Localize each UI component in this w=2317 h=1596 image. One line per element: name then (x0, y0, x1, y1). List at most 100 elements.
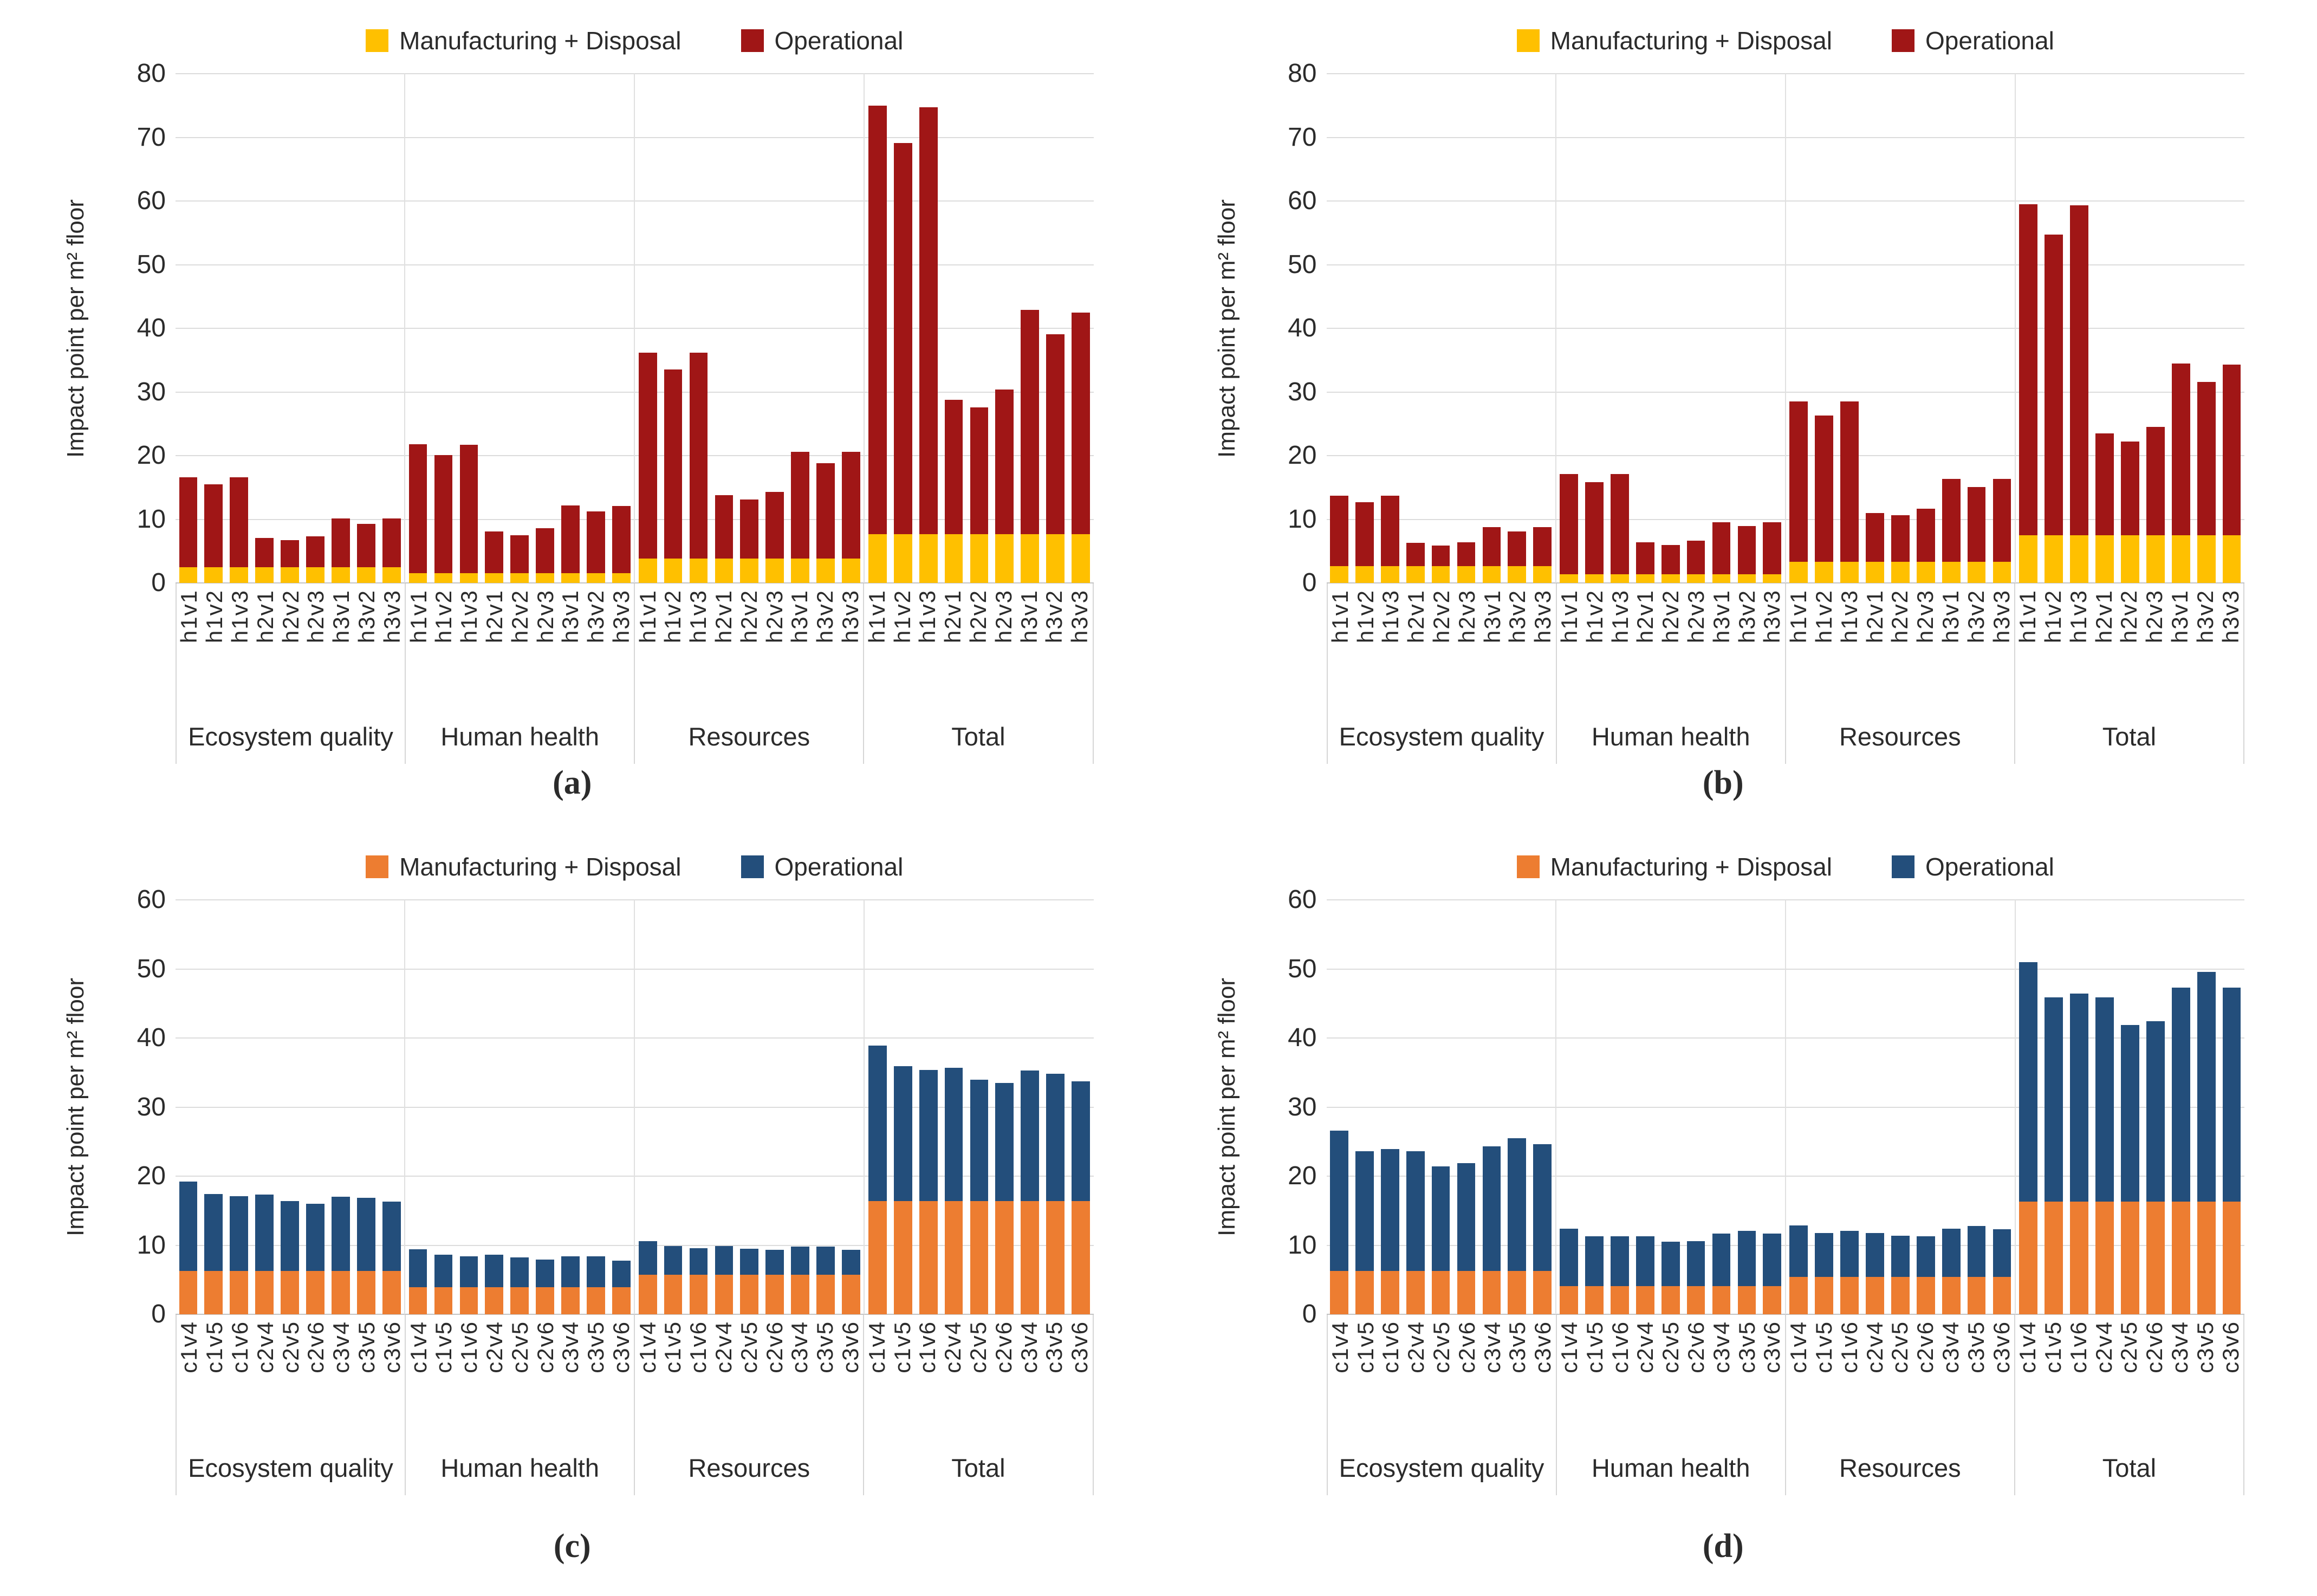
segment-manufacturing-disposal (1916, 1277, 1935, 1314)
segment-operational (1021, 1070, 1040, 1201)
segment-operational (281, 1201, 299, 1271)
segment-operational (2197, 971, 2216, 1202)
x-label-slot: h1v2 (2040, 583, 2066, 712)
x-label-slot: c2v4 (1632, 1314, 1658, 1443)
x-tick-label: h1v2 (889, 589, 915, 644)
segment-operational (2222, 364, 2241, 535)
segment-operational (1916, 508, 1935, 562)
x-tick-label: h1v3 (2065, 589, 2091, 644)
stacked-bar-c2v5 (740, 1248, 759, 1314)
x-label-slot: h3v3 (1530, 583, 1556, 712)
segment-manufacturing-disposal (2171, 535, 2190, 583)
group-label: Total (2015, 1443, 2244, 1495)
segment-manufacturing-disposal (1916, 562, 1935, 583)
segment-operational (664, 369, 683, 559)
bar-slot (608, 74, 634, 583)
bar-slot (1327, 900, 1352, 1314)
y-tick-label: 40 (137, 1023, 166, 1052)
segment-operational (1866, 512, 1884, 562)
bar-slot (2219, 74, 2244, 583)
segment-operational (791, 451, 810, 559)
segment-operational (1046, 1074, 1065, 1201)
bar-slot (456, 900, 482, 1314)
segment-manufacturing-disposal (715, 1275, 734, 1314)
stacked-bar-c3v5 (356, 1197, 375, 1314)
segment-manufacturing-disposal (510, 573, 529, 583)
x-label-slot: c3v6 (2218, 1314, 2243, 1443)
bar-slot (865, 74, 890, 583)
x-tick-label: h1v3 (456, 589, 482, 644)
x-label-slot: h2v1 (940, 583, 966, 712)
stacked-bar-h1v2 (1815, 415, 1833, 583)
x-tick-label: c1v5 (2040, 1321, 2066, 1373)
stacked-bar-c2v5 (510, 1257, 529, 1314)
segment-operational (664, 1245, 683, 1275)
segment-operational (638, 352, 657, 559)
x-label-slot: c2v6 (991, 1314, 1016, 1443)
y-axis-ticks: 0 10 20 30 40 50 60 (101, 887, 176, 1327)
x-tick-label: c3v6 (1530, 1321, 1556, 1373)
bar-slot (1504, 74, 1530, 583)
legend-swatch-icon (366, 855, 389, 878)
segment-operational (2070, 994, 2089, 1202)
bar-slot (1017, 900, 1043, 1314)
stacked-bar-h3v3 (1533, 527, 1552, 583)
x-label-slot: c3v4 (2167, 1314, 2193, 1443)
segment-operational (485, 1255, 504, 1288)
stacked-bar-h2v1 (485, 531, 504, 583)
panel-caption-a: (a) (553, 764, 592, 801)
x-label-slot: h3v3 (608, 583, 634, 712)
x-label-slot: h3v2 (1504, 583, 1530, 712)
x-label-slot: c2v5 (2116, 1314, 2142, 1443)
segment-manufacturing-disposal (2070, 535, 2089, 583)
bar-slot (1938, 900, 1964, 1314)
stacked-bar-h3v2 (1737, 526, 1756, 583)
stacked-bar-c3v4 (1021, 1070, 1040, 1314)
segment-manufacturing-disposal (306, 567, 324, 583)
x-axis-line (1326, 1314, 2244, 1315)
segment-manufacturing-disposal (2171, 1202, 2190, 1314)
x-tick-label: h3v2 (583, 589, 609, 644)
stacked-bar-h3v2 (1508, 531, 1527, 583)
bar-slot (1913, 900, 1938, 1314)
chart-body: Impact point per m² floor 0 10 20 30 40 50 60 (1202, 887, 2244, 1327)
segment-operational (2095, 997, 2114, 1202)
segment-operational (868, 105, 887, 534)
segment-operational (919, 107, 938, 534)
bar-group-resources (634, 900, 864, 1314)
x-label-slot: c1v5 (660, 1314, 686, 1443)
segment-operational (510, 1257, 529, 1288)
segment-manufacturing-disposal (2197, 1202, 2216, 1314)
bar-slot (431, 74, 456, 583)
bar-slot (1582, 74, 1607, 583)
x-tick-label: h1v3 (1607, 589, 1633, 644)
segment-operational (1942, 1228, 1961, 1277)
segment-manufacturing-disposal (1815, 562, 1833, 583)
x-label-slot: c3v4 (1479, 1314, 1505, 1443)
stacked-bar-h3v3 (612, 505, 631, 583)
x-tick-label: h2v1 (1861, 589, 1887, 644)
legend-item: Manufacturing + Disposal (366, 26, 682, 55)
stacked-bar-h1v3 (1380, 496, 1399, 583)
y-tick-label: 30 (1288, 1092, 1317, 1121)
segment-manufacturing-disposal (1815, 1277, 1833, 1314)
stacked-bar-c1v4 (868, 1046, 887, 1314)
segment-manufacturing-disposal (230, 1270, 249, 1314)
stacked-bar-h1v3 (230, 477, 249, 583)
segment-manufacturing-disposal (459, 573, 478, 583)
stacked-bar-h1v1 (868, 105, 887, 583)
y-tick-label: 10 (137, 1230, 166, 1260)
y-axis-title: Impact point per m² floor (1202, 900, 1252, 1314)
stacked-bar-c1v5 (893, 1066, 912, 1314)
group-label-row: Ecosystem quality Human health Resources To… (51, 712, 1094, 764)
stacked-bar-h1v2 (1355, 502, 1374, 583)
bar-slot (737, 74, 762, 583)
bar-slot (1760, 74, 1785, 583)
segment-manufacturing-disposal (638, 559, 657, 583)
segment-operational (2019, 204, 2038, 535)
stacked-bar-h3v3 (842, 451, 860, 583)
x-label-slot: c3v4 (557, 1314, 583, 1443)
segment-manufacturing-disposal (332, 567, 350, 583)
segment-manufacturing-disposal (332, 1270, 350, 1314)
stacked-bar-c3v4 (2171, 987, 2190, 1314)
